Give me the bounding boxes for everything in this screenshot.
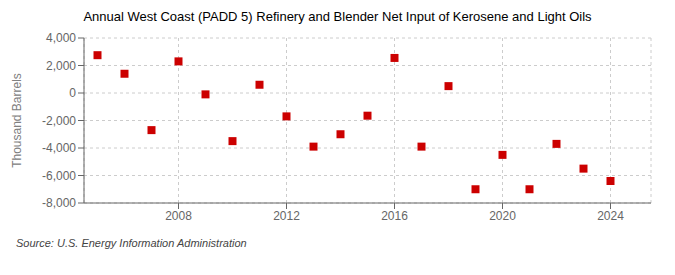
- svg-text:0: 0: [69, 86, 76, 100]
- svg-text:2,000: 2,000: [46, 59, 76, 73]
- svg-text:4,000: 4,000: [46, 31, 76, 45]
- html-text:Source: U.S. Energy Informatio: Source: U.S. Energy Information Administ…: [16, 237, 247, 249]
- svg-text:-2,000: -2,000: [42, 114, 76, 128]
- svg-text:-6,000: -6,000: [42, 169, 76, 183]
- svg-text:2012: 2012: [273, 209, 300, 223]
- svg-text:2008: 2008: [165, 209, 192, 223]
- svg-text:2016: 2016: [381, 209, 408, 223]
- svg-text:-8,000: -8,000: [42, 196, 76, 210]
- svg-text:Thousand Barrels: Thousand Barrels: [10, 73, 24, 168]
- svg-text:2024: 2024: [597, 209, 624, 223]
- svg-text:2020: 2020: [489, 209, 516, 223]
- svg-text:-4,000: -4,000: [42, 141, 76, 155]
- html-text:Annual West Coast (PADD 5) Ref: Annual West Coast (PADD 5) Refinery and …: [83, 9, 592, 24]
